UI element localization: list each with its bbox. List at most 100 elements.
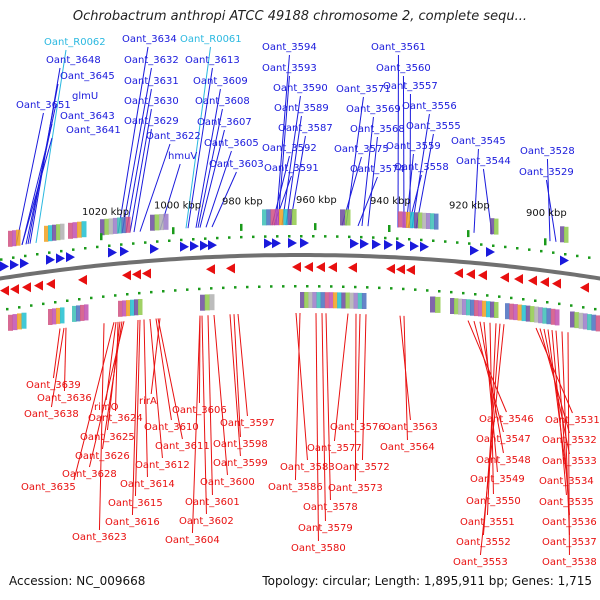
tick-dot [366, 286, 369, 289]
scale-tick [544, 238, 547, 246]
tick-dot [24, 254, 27, 258]
reverse-gene-arrow [206, 264, 215, 275]
gene-label-oant-3576: Oant_3576 [330, 422, 385, 433]
tick-dot [234, 286, 237, 289]
leader-line-oant-3600 [213, 314, 228, 476]
feature-strip-bottom [345, 292, 350, 309]
forward-gene-arrow [10, 259, 19, 270]
gene-label-oant-3549: Oant_3549 [470, 474, 525, 485]
forward-gene-arrow [288, 238, 297, 249]
feature-strip-bottom [554, 309, 560, 326]
forward-gene-arrow [180, 241, 189, 252]
feature-strip-top [406, 211, 411, 228]
tick-dot [90, 296, 93, 300]
tick-dot [504, 245, 507, 249]
feature-strip-bottom [312, 292, 317, 308]
gene-label-oant-3572: Oant_3572 [335, 462, 390, 473]
feature-strip-bottom [52, 308, 57, 325]
gene-label-oant-3628: Oant_3628 [62, 469, 117, 480]
scale-label: 900 kbp [526, 208, 567, 219]
feature-strip-top [16, 229, 21, 246]
feature-strip-bottom [17, 313, 22, 330]
feature-strip-bottom [204, 294, 210, 311]
forward-gene-arrow [272, 238, 281, 249]
leader-line-oant-3571 [345, 96, 364, 226]
gene-label-oant-3593: Oant_3593 [262, 63, 317, 74]
tick-dot [438, 290, 441, 293]
leader-line-oant-3599 [229, 314, 241, 457]
feature-strip-bottom [470, 299, 475, 316]
feature-strip-bottom [505, 303, 510, 320]
gene-label-oant-3538: Oant_3538 [542, 557, 597, 568]
tick-dot [306, 285, 309, 288]
tick-dot [456, 241, 459, 244]
leader-line-rimo [105, 322, 117, 401]
feature-strip-top [262, 209, 267, 226]
gene-label-oant-3571: Oant_3571 [336, 84, 391, 95]
leader-line-oant-r0062 [35, 49, 67, 243]
forward-gene-arrow [350, 238, 359, 249]
gene-label-oant-r0061: Oant_R0061 [180, 34, 242, 45]
tick-dot [66, 299, 69, 302]
tick-dot [264, 235, 267, 238]
feature-strip-top [410, 212, 415, 229]
tick-dot [498, 295, 501, 298]
leader-line-oant-3529 [545, 179, 557, 242]
feature-strip-top [125, 216, 131, 233]
tick-dot [594, 307, 597, 311]
leader-line-oant-3577 [333, 313, 349, 442]
leader-line-oant-3613 [187, 67, 213, 229]
feature-strip-top [52, 224, 57, 241]
scale-label: 980 kbp [222, 197, 263, 208]
feature-strip-top [414, 212, 419, 229]
gene-label-oant-3610: Oant_3610 [144, 422, 199, 433]
feature-strip-bottom [209, 294, 215, 311]
tick-dot [420, 238, 423, 242]
gene-label-oant-3614: Oant_3614 [120, 479, 175, 490]
reverse-gene-arrow [304, 262, 313, 273]
gene-label-oant-3564: Oant_3564 [380, 442, 435, 453]
tick-dot [252, 235, 255, 239]
feature-strip-bottom [550, 308, 556, 325]
scale-ticks: 1020 kbp 1000 kbp 980 kbp 960 kbp 940 kbp 920… [0, 195, 600, 311]
gene-label-rira: rirA [139, 396, 157, 407]
feature-strip-top [494, 218, 499, 235]
tick-dot [516, 247, 519, 250]
tick-dot [408, 238, 411, 241]
gene-label-oant-3575: Oant_3575 [334, 144, 389, 155]
gene-label-oant-3550: Oant_3550 [466, 496, 521, 507]
tick-dot [48, 251, 51, 254]
feature-strip-top [81, 221, 87, 238]
leader-line-oant-3551 [486, 323, 497, 516]
reverse-gene-arrow [78, 274, 87, 285]
leader-line-oant-3586 [294, 312, 301, 481]
tick-dot [552, 251, 555, 254]
leader-line-oant-3537 [561, 331, 570, 536]
tick-dot [330, 285, 333, 288]
gene-label-oant-3573: Oant_3573 [328, 483, 383, 494]
reverse-gene-arrow [292, 262, 301, 273]
feature-strip-top [422, 212, 427, 229]
leader-line-oant-3603 [211, 171, 237, 228]
scale-tick [388, 225, 391, 232]
feature-strip-top [270, 209, 276, 226]
forward-gene-arrow [372, 239, 381, 250]
feature-strip-top [434, 213, 439, 230]
feature-strip-bottom [534, 306, 539, 323]
feature-strip-top [108, 218, 114, 235]
feature-strip-top [560, 226, 565, 243]
forward-gene-arrow [560, 255, 569, 266]
feature-strip-top [68, 222, 73, 239]
feature-strip-bottom [56, 307, 61, 324]
tick-dot [588, 256, 591, 259]
tick-dot [120, 243, 123, 246]
feature-strip-bottom [138, 299, 143, 315]
feature-strip-top [402, 211, 407, 228]
gene-label-oant-3548: Oant_3548 [476, 455, 531, 466]
tick-dot [372, 236, 375, 239]
feature-strip-top [291, 209, 297, 225]
leader-line-oant-3612 [149, 318, 163, 459]
tick-dot [6, 307, 9, 311]
gene-label-oant-3578: Oant_3578 [303, 502, 358, 513]
leader-line-oant-3574 [357, 176, 378, 227]
